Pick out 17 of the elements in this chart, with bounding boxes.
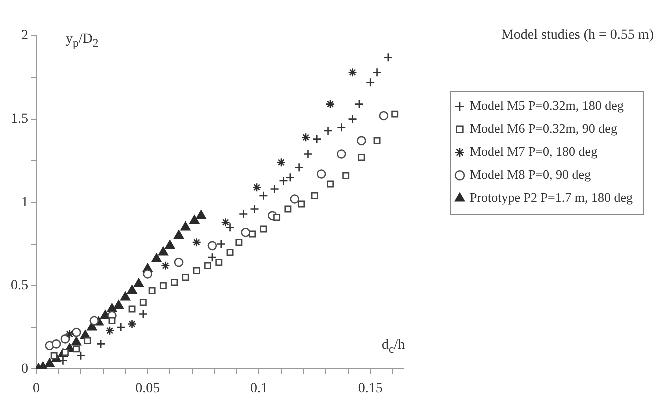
y-tick-label: 0: [22, 362, 28, 377]
x-axis-title: d$_{c}$/h: [382, 338, 406, 356]
text: Model studies (h = 0.55 m): [501, 28, 654, 44]
x-tick-label: 0.05: [136, 381, 160, 396]
legend-label: Model M6 P=0.32m, 90 deg: [470, 121, 618, 136]
y-tick-label: 1.5: [11, 112, 28, 127]
legend-label: Model M8 P=0, 90 deg: [470, 167, 592, 182]
legend-label: Model M5 P=0.32m, 180 deg: [470, 98, 624, 114]
y-axis-title: y$_{p}$/D$_{2}$: [66, 32, 99, 50]
legend-label: Model M7 P=0, 180 deg: [470, 144, 598, 160]
y-tick-label: 2: [22, 28, 28, 44]
legend-label: Prototype P2 P=1.7 m, 180 deg: [470, 190, 634, 206]
y-tick-label: 1: [22, 195, 28, 210]
x-tick-label: 0.1: [250, 381, 268, 396]
x-tick-label: 0.15: [358, 381, 383, 396]
x-tick-label: 0: [33, 381, 40, 396]
y-tick-label: 0.5: [11, 278, 28, 294]
